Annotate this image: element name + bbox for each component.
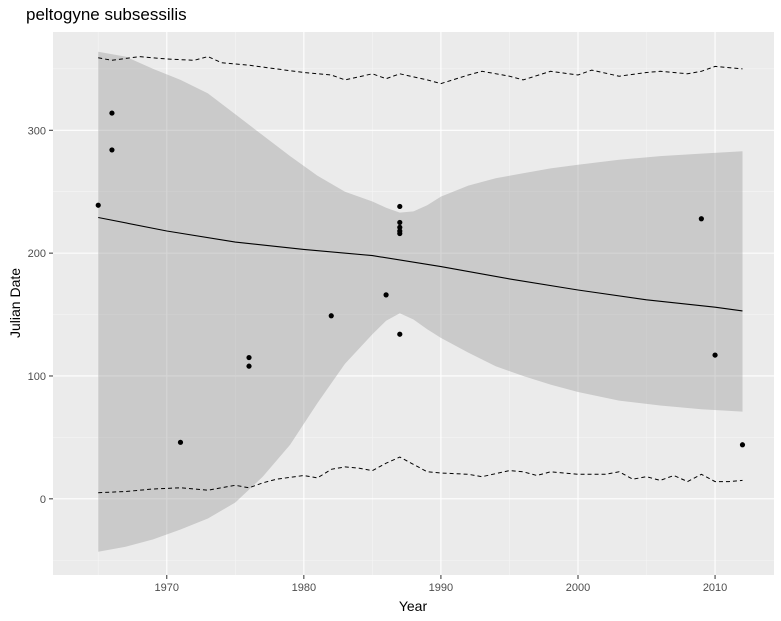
- x-tick-label: 2000: [566, 582, 590, 594]
- data-point: [246, 354, 252, 361]
- data-point: [246, 363, 252, 369]
- confidence-band: [98, 51, 743, 552]
- chart-title: peltogyne subsessilis: [26, 5, 187, 24]
- lower-dashed-line: [98, 456, 743, 494]
- data-point: [397, 219, 403, 226]
- data-point: [328, 313, 334, 319]
- data-point: [109, 110, 115, 116]
- minor-grid: [53, 32, 774, 575]
- y-tick-label: 200: [28, 248, 46, 260]
- data-point: [109, 147, 115, 153]
- plot-panel: [53, 32, 774, 575]
- data-point: [397, 331, 403, 337]
- major-grid: [53, 32, 774, 575]
- x-axis-title: Year: [399, 598, 428, 614]
- data-point: [383, 292, 389, 298]
- data-point: [698, 216, 704, 222]
- data-point: [397, 224, 403, 230]
- data-point: [712, 352, 718, 358]
- x-tick-label: 1970: [155, 582, 179, 594]
- data-points: [95, 110, 746, 448]
- x-tick-label: 1980: [292, 582, 316, 594]
- upper-dashed-line: [98, 56, 743, 85]
- data-point: [739, 442, 746, 448]
- y-tick-label: 0: [40, 494, 46, 506]
- x-tick-label: 2010: [703, 582, 727, 594]
- trend-line: [98, 216, 743, 312]
- data-point: [177, 439, 184, 445]
- y-axis-title: Julian Date: [7, 268, 23, 338]
- y-tick-label: 300: [28, 125, 46, 137]
- x-axis: 1970 1980 1990 2000 2010: [155, 575, 727, 594]
- data-point: [397, 203, 403, 210]
- y-tick-label: 100: [28, 371, 46, 383]
- x-tick-label: 1990: [429, 582, 453, 594]
- data-point: [397, 230, 403, 237]
- data-point: [95, 202, 101, 208]
- y-axis: 0 100 200 300: [28, 125, 53, 506]
